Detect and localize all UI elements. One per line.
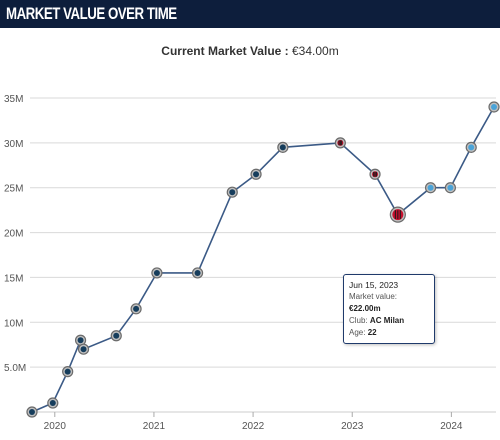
market-value-chart: 5.0M 10M 15M 20M 25M 30M 35M 2020 2021 2022 2023 20…: [4, 94, 500, 432]
data-point-tooltip: Jun 15, 2023 Market value: €22.00m Club:…: [343, 274, 435, 344]
data-point[interactable]: [369, 168, 381, 180]
data-point[interactable]: [424, 182, 437, 194]
tooltip-market-value-label: Market value:: [349, 292, 398, 301]
tooltip-market-value-row: Market value: €22.00m: [349, 291, 429, 315]
data-point-badge: [253, 171, 260, 178]
data-point[interactable]: [62, 366, 74, 378]
data-point-badge: [49, 400, 56, 407]
tooltip-age-row: Age: 22: [349, 327, 429, 339]
tooltip-date: Jun 15, 2023: [349, 280, 399, 290]
data-point-badge: [447, 184, 454, 191]
y-tick-label: 25M: [4, 184, 23, 195]
page-title: MARKET VALUE OVER TIME: [6, 4, 177, 23]
x-tick-label: 2023: [341, 421, 364, 432]
data-point[interactable]: [277, 141, 289, 153]
data-point[interactable]: [334, 137, 346, 149]
data-point-badge: [194, 269, 201, 276]
y-tick-label: 15M: [4, 273, 23, 284]
data-point[interactable]: [465, 141, 477, 153]
data-point-badge: [80, 346, 87, 353]
tooltip-club-label: Club:: [349, 316, 368, 325]
x-tick-label: 2020: [44, 421, 67, 432]
data-point-badge: [279, 144, 286, 151]
data-point[interactable]: [151, 267, 163, 279]
data-point-badge: [64, 368, 71, 375]
data-point-badge: [491, 103, 498, 110]
tooltip-market-value: €22.00m: [349, 304, 381, 313]
series-line: [31, 106, 495, 413]
tooltip-club-row: Club: AC Milan: [349, 315, 429, 327]
data-point[interactable]: [77, 343, 90, 355]
y-tick-label: 30M: [4, 139, 23, 150]
data-point-badge: [133, 305, 140, 312]
data-point[interactable]: [110, 330, 122, 342]
data-point-badge: [77, 337, 84, 344]
data-point-badge: [427, 184, 434, 191]
data-point-badge: [28, 409, 35, 415]
header-bar: MARKET VALUE OVER TIME: [0, 0, 500, 28]
x-tick-label: 2022: [242, 421, 265, 432]
tooltip-age-label: Age:: [349, 328, 366, 337]
data-point-badge: [153, 269, 160, 276]
current-market-value: Current Market Value : €34.00m: [0, 44, 500, 58]
data-point[interactable]: [488, 101, 500, 113]
current-market-value-label: Current Market Value :: [161, 44, 289, 58]
y-tick-label: 35M: [4, 94, 23, 105]
tooltip-club: AC Milan: [369, 316, 405, 325]
y-tick-label: 10M: [4, 318, 23, 329]
data-point[interactable]: [444, 182, 456, 194]
data-point[interactable]: [226, 186, 238, 198]
data-point-badge: [229, 189, 236, 196]
x-tick-label: 2024: [440, 421, 463, 432]
x-tick-label: 2021: [143, 421, 166, 432]
data-point[interactable]: [26, 406, 38, 418]
current-market-value-amount: €34.00m: [292, 44, 339, 58]
data-point[interactable]: [130, 303, 142, 315]
y-tick-label: 5.0M: [4, 363, 26, 374]
y-tick-label: 20M: [4, 229, 23, 240]
data-point[interactable]: [250, 168, 262, 180]
tooltip-age: 22: [367, 328, 377, 337]
data-point[interactable]: [191, 267, 204, 279]
data-point-badge: [468, 144, 475, 151]
data-point-badge: [113, 332, 120, 339]
data-point-highlighted[interactable]: [389, 206, 406, 223]
data-point[interactable]: [47, 397, 59, 409]
